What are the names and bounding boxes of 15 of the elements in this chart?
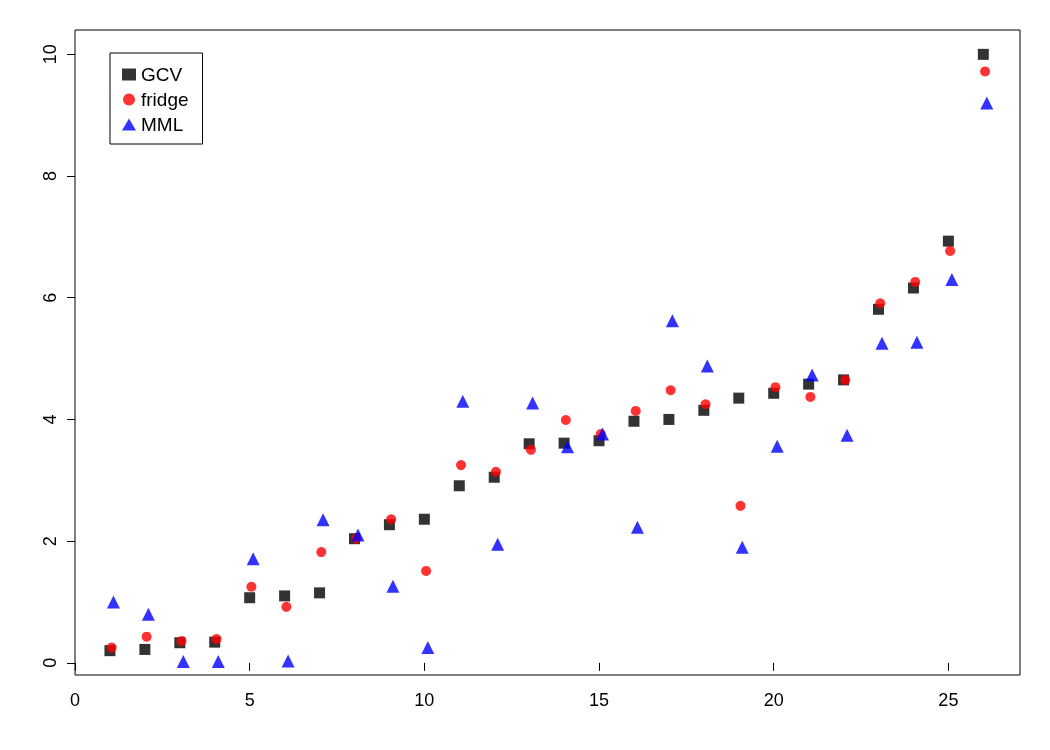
y-tick-label: 2	[40, 536, 60, 547]
legend-label: fridge	[141, 89, 189, 110]
x-tick-label: 20	[763, 690, 784, 710]
legend-label: MML	[141, 114, 184, 135]
y-tick-label: 10	[40, 44, 60, 65]
x-tick-label: 25	[938, 690, 959, 710]
y-tick-label: 0	[40, 657, 60, 668]
y-tick-label: 8	[40, 171, 60, 182]
x-tick-label: 10	[414, 690, 435, 710]
x-tick-label: 5	[244, 690, 255, 710]
y-tick-label: 6	[40, 292, 60, 303]
x-tick-label: 0	[69, 690, 81, 710]
legend-label: GCV	[141, 64, 183, 85]
x-tick-label: 15	[589, 690, 610, 710]
y-tick-label: 4	[40, 414, 60, 425]
